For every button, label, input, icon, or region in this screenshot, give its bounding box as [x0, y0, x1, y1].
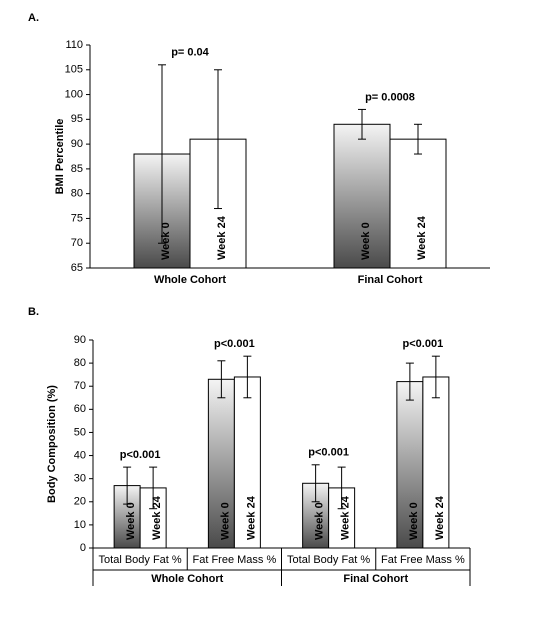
bar — [422, 376, 450, 549]
bar-series-label: Week 24 — [245, 495, 257, 540]
annotation: p<0.001 — [214, 338, 255, 350]
x-tick-label: Fat Free Mass % — [193, 554, 277, 566]
y-tick-label: 105 — [65, 64, 83, 76]
y-tick-label: 70 — [71, 237, 83, 249]
bar-series-label: Week 24 — [340, 495, 352, 540]
group-label: Whole Cohort — [151, 573, 223, 585]
bar-series-label: Week 0 — [160, 222, 172, 260]
x-tick-label: Whole Cohort — [154, 274, 226, 286]
y-tick-label: 80 — [71, 188, 83, 200]
bar-series-label: Week 24 — [151, 495, 163, 540]
y-tick-label: 10 — [74, 519, 86, 531]
annotation: p= 0.0008 — [365, 91, 415, 103]
bar — [207, 378, 235, 549]
y-tick-label: 65 — [71, 262, 83, 274]
annotation: p= 0.04 — [171, 47, 209, 59]
y-tick-label: 30 — [74, 473, 86, 485]
bar-series-label: Week 0 — [314, 502, 326, 540]
y-tick-label: 100 — [65, 88, 83, 100]
y-tick-label: 0 — [80, 542, 86, 554]
y-tick-label: 85 — [71, 163, 83, 175]
x-tick-label: Final Cohort — [358, 274, 423, 286]
y-tick-label: 90 — [74, 334, 86, 346]
panel-label: A. — [28, 12, 39, 24]
bar-series-label: Week 24 — [416, 215, 428, 260]
panel-label: B. — [28, 306, 39, 318]
bar-series-label: Week 0 — [219, 502, 231, 540]
annotation: p<0.001 — [308, 447, 349, 459]
y-tick-label: 110 — [65, 39, 83, 51]
annotation: p<0.001 — [120, 449, 161, 461]
x-tick-label: Fat Free Mass % — [381, 554, 465, 566]
bar-series-label: Week 0 — [125, 502, 137, 540]
bar-series-label: Week 0 — [360, 222, 372, 260]
annotation: p<0.001 — [403, 338, 444, 350]
y-tick-label: 95 — [71, 113, 83, 125]
y-tick-label: 80 — [74, 357, 86, 369]
bar-series-label: Week 0 — [408, 502, 420, 540]
bar — [233, 376, 261, 549]
group-label: Final Cohort — [343, 573, 408, 585]
bar — [396, 381, 424, 549]
y-tick-label: 40 — [74, 449, 86, 461]
y-tick-label: 90 — [71, 138, 83, 150]
bar-series-label: Week 24 — [434, 495, 446, 540]
x-tick-label: Total Body Fat % — [287, 554, 370, 566]
y-tick-label: 75 — [71, 212, 83, 224]
y-tick-label: 60 — [74, 403, 86, 415]
bar-series-label: Week 24 — [216, 215, 228, 260]
y-axis-label: BMI Percentile — [54, 119, 66, 195]
y-tick-label: 20 — [74, 496, 86, 508]
y-tick-label: 50 — [74, 426, 86, 438]
y-axis-label: Body Composition (%) — [46, 385, 58, 503]
x-tick-label: Total Body Fat % — [99, 554, 182, 566]
y-tick-label: 70 — [74, 380, 86, 392]
